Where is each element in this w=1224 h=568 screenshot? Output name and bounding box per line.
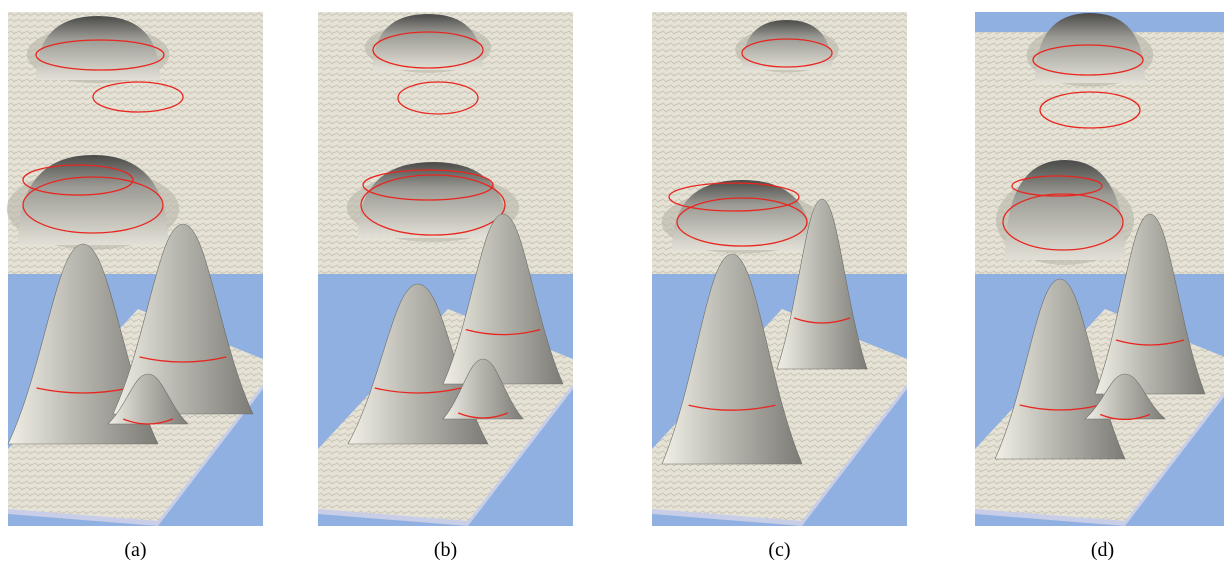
panel: (d) (975, 12, 1224, 561)
panel-label: (b) (434, 539, 457, 561)
panel-label: (d) (1091, 539, 1114, 561)
panel: (b) (318, 12, 573, 561)
panel: (a) (7, 12, 263, 561)
panel-label: (a) (124, 539, 146, 561)
panel-label: (c) (768, 539, 790, 561)
figure: (a) (b) (c) (d) (0, 0, 1224, 568)
panel: (c) (652, 12, 907, 561)
